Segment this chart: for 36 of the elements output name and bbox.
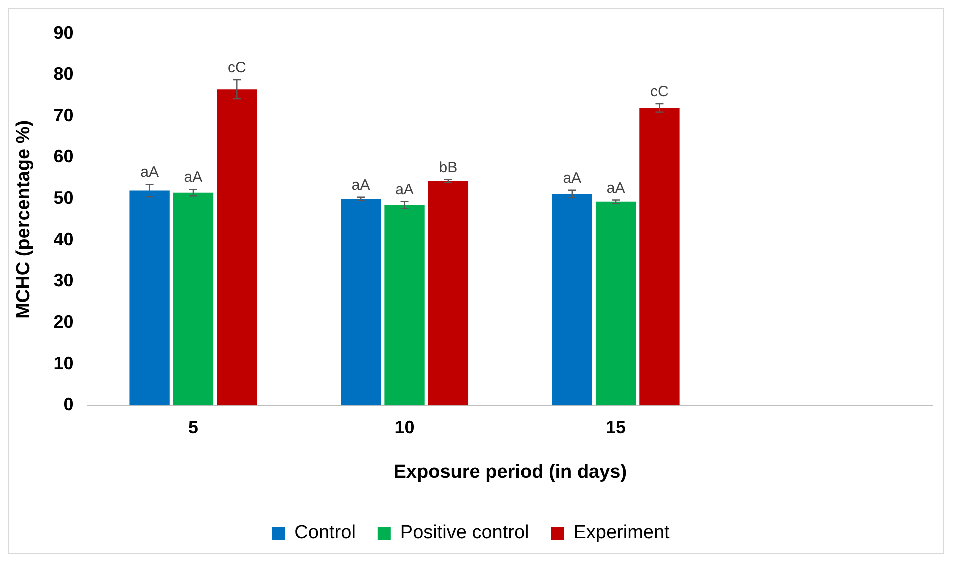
bar [596, 202, 636, 406]
bar [640, 108, 680, 406]
bar [552, 194, 592, 406]
y-tick-label: 30 [54, 270, 74, 291]
data-label: aA [184, 169, 203, 186]
data-label: aA [396, 182, 414, 199]
y-tick-label: 20 [54, 312, 74, 332]
x-tick-label: 5 [188, 417, 198, 438]
data-label: cC [650, 84, 670, 101]
data-label: aA [606, 180, 626, 197]
data-label: cC [228, 60, 246, 77]
bar [428, 181, 469, 406]
y-tick-label: 70 [54, 105, 74, 126]
legend-label: Experiment [574, 522, 671, 544]
x-tick-label: 15 [606, 417, 626, 438]
data-label: aA [140, 164, 159, 182]
bar [173, 192, 214, 406]
y-tick-label: 40 [54, 229, 74, 250]
y-tick-label: 0 [64, 394, 74, 415]
legend-label: Positive control [400, 522, 530, 544]
y-tick-label: 90 [54, 22, 74, 43]
legend-label: Control [294, 522, 356, 544]
bar [384, 205, 425, 406]
bar [341, 199, 382, 406]
bar [130, 190, 170, 406]
y-tick-label: 80 [54, 64, 74, 84]
data-label: aA [563, 170, 582, 188]
y-tick-label: 50 [54, 188, 74, 208]
data-label: aA [352, 177, 370, 194]
data-label: bB [439, 159, 458, 176]
y-tick-label: 10 [54, 353, 74, 374]
bar [217, 90, 258, 406]
x-tick-label: 10 [394, 417, 415, 438]
x-axis-title: Exposure period (in days) [394, 462, 628, 483]
y-axis-title: MCHC (percentage %) [14, 120, 35, 319]
y-tick-label: 60 [54, 146, 74, 167]
